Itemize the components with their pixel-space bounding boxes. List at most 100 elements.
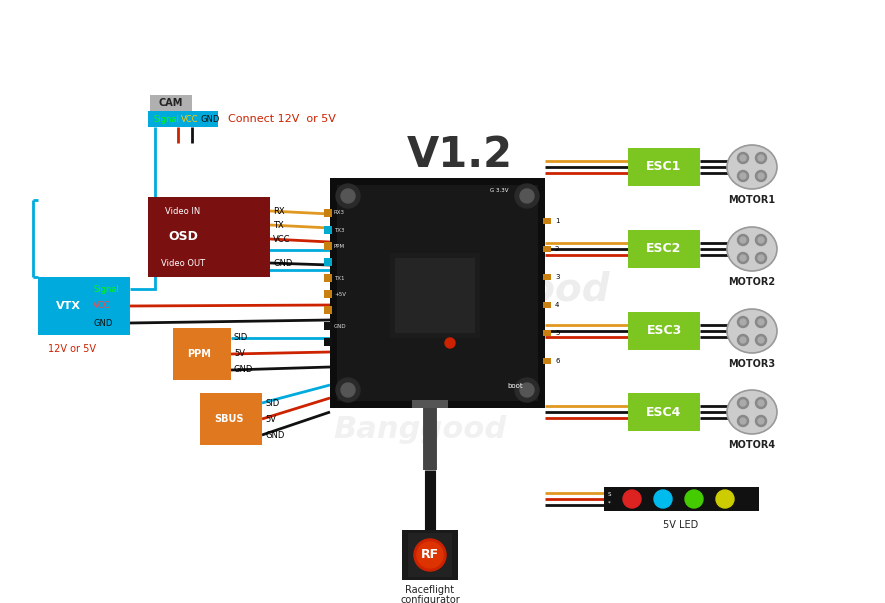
Circle shape xyxy=(417,542,443,568)
Text: MOTOR4: MOTOR4 xyxy=(728,440,775,450)
Text: GND: GND xyxy=(93,318,112,327)
Circle shape xyxy=(758,337,764,343)
Bar xyxy=(324,290,332,298)
Text: 12V or 5V: 12V or 5V xyxy=(48,344,96,354)
Circle shape xyxy=(756,171,766,182)
Text: 6: 6 xyxy=(555,358,559,364)
Text: GND: GND xyxy=(234,365,253,374)
Circle shape xyxy=(737,335,749,346)
Ellipse shape xyxy=(727,309,777,353)
Circle shape xyxy=(740,237,746,243)
Text: *: * xyxy=(608,500,611,505)
Bar xyxy=(408,533,452,577)
Text: ESC3: ESC3 xyxy=(646,324,681,338)
Circle shape xyxy=(737,397,749,408)
Text: MOTOR1: MOTOR1 xyxy=(728,195,775,205)
Text: VTX: VTX xyxy=(56,301,81,311)
Circle shape xyxy=(740,400,746,406)
Text: MOTOR2: MOTOR2 xyxy=(728,277,775,287)
Text: OSD: OSD xyxy=(168,230,198,244)
Text: MOTOR3: MOTOR3 xyxy=(728,359,775,369)
Text: GND: GND xyxy=(273,259,292,268)
Text: GND: GND xyxy=(200,115,219,124)
Circle shape xyxy=(758,237,764,243)
Circle shape xyxy=(756,153,766,163)
Ellipse shape xyxy=(727,390,777,434)
Ellipse shape xyxy=(727,145,777,189)
Text: +5V: +5V xyxy=(334,291,346,297)
Text: Banggood: Banggood xyxy=(389,271,611,309)
Text: SBUS: SBUS xyxy=(214,414,243,424)
Bar xyxy=(324,274,332,282)
Bar xyxy=(324,226,332,234)
Bar xyxy=(628,230,700,268)
Text: Banggood: Banggood xyxy=(334,415,506,444)
Bar xyxy=(38,277,130,335)
Bar xyxy=(324,338,332,346)
Text: Signal: Signal xyxy=(93,285,119,294)
Circle shape xyxy=(520,383,534,397)
Circle shape xyxy=(341,189,355,203)
Bar xyxy=(324,322,332,330)
Text: VCC: VCC xyxy=(93,302,111,311)
Text: GND: GND xyxy=(334,323,347,329)
Text: 5V LED: 5V LED xyxy=(664,520,698,530)
Bar xyxy=(543,302,551,308)
Circle shape xyxy=(737,415,749,426)
Ellipse shape xyxy=(727,227,777,271)
Bar xyxy=(543,274,551,280)
Text: 3: 3 xyxy=(555,274,559,280)
Text: PPM: PPM xyxy=(187,349,211,359)
Circle shape xyxy=(758,155,764,161)
Bar xyxy=(330,178,545,408)
Circle shape xyxy=(654,490,672,508)
Text: PPM: PPM xyxy=(334,244,345,248)
Bar xyxy=(543,218,551,224)
Circle shape xyxy=(740,155,746,161)
Text: Video OUT: Video OUT xyxy=(161,259,205,268)
Text: SID: SID xyxy=(265,399,280,408)
Circle shape xyxy=(758,173,764,179)
Circle shape xyxy=(414,539,446,571)
Text: ESC2: ESC2 xyxy=(646,242,681,256)
Circle shape xyxy=(737,253,749,264)
Circle shape xyxy=(515,184,539,208)
Circle shape xyxy=(740,337,746,343)
Bar xyxy=(324,209,332,217)
Bar xyxy=(543,246,551,252)
Text: 1: 1 xyxy=(555,218,559,224)
Circle shape xyxy=(740,319,746,325)
Circle shape xyxy=(740,418,746,424)
Circle shape xyxy=(737,317,749,327)
Bar xyxy=(543,330,551,336)
Bar xyxy=(543,358,551,364)
Bar xyxy=(200,393,262,445)
Circle shape xyxy=(740,255,746,261)
Circle shape xyxy=(758,400,764,406)
Bar xyxy=(148,111,218,127)
Bar xyxy=(402,530,458,580)
Bar xyxy=(337,185,538,401)
Bar xyxy=(604,487,759,511)
Circle shape xyxy=(520,189,534,203)
Circle shape xyxy=(341,383,355,397)
Bar xyxy=(148,197,270,277)
Circle shape xyxy=(445,338,455,348)
Bar xyxy=(390,253,480,338)
Text: 2: 2 xyxy=(555,246,559,252)
Text: Signal: Signal xyxy=(153,115,179,124)
Circle shape xyxy=(756,253,766,264)
Circle shape xyxy=(737,235,749,245)
Text: RF: RF xyxy=(421,549,439,561)
Bar xyxy=(628,148,700,186)
Text: S: S xyxy=(608,493,612,497)
Bar xyxy=(324,306,332,314)
Circle shape xyxy=(758,418,764,424)
Text: ESC1: ESC1 xyxy=(646,160,681,174)
Circle shape xyxy=(623,490,641,508)
Bar xyxy=(395,258,475,333)
Text: boot: boot xyxy=(507,383,523,389)
Text: TX3: TX3 xyxy=(334,227,344,233)
Text: VCC: VCC xyxy=(273,235,290,244)
Text: GND: GND xyxy=(265,431,284,440)
